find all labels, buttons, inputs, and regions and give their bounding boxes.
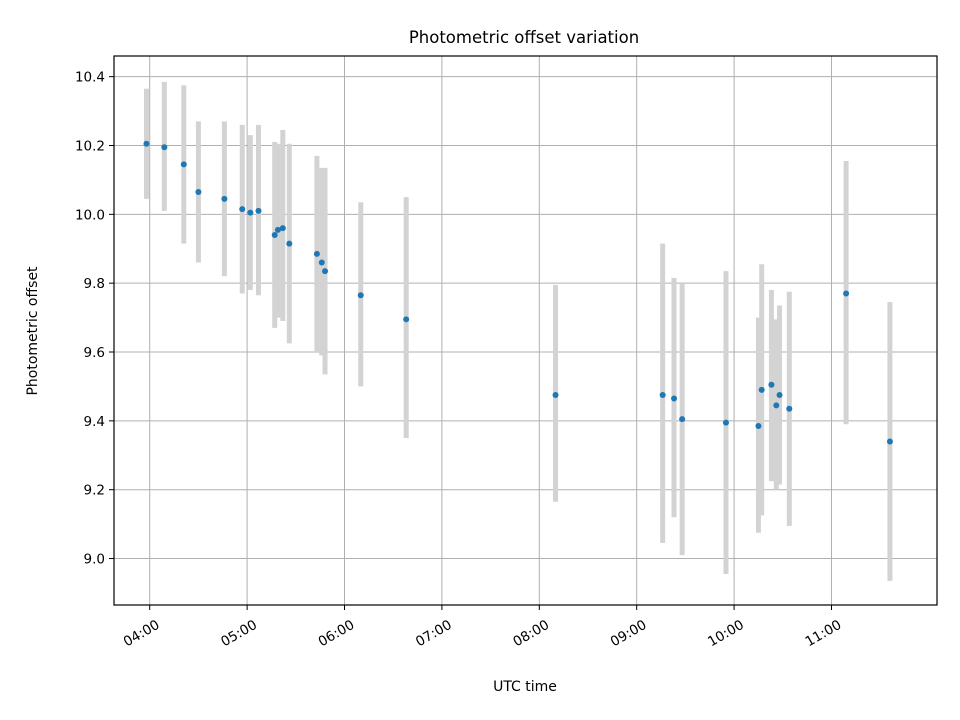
data-point	[659, 392, 666, 399]
y-axis-label: Photometric offset	[25, 266, 41, 396]
data-point	[773, 402, 780, 409]
data-point	[671, 395, 678, 402]
data-point	[221, 195, 228, 202]
data-point	[271, 231, 278, 238]
chart-title: Photometric offset variation	[409, 28, 639, 47]
data-point	[279, 225, 286, 232]
data-point	[357, 292, 364, 299]
data-point	[286, 240, 293, 247]
y-tick-label: 9.4	[84, 414, 105, 430]
data-point	[722, 419, 729, 426]
grid-lines	[114, 56, 937, 605]
data-point	[313, 250, 320, 257]
y-tick-label: 10.4	[75, 70, 105, 86]
data-point	[180, 161, 187, 168]
data-point	[161, 144, 168, 151]
data-point	[403, 316, 410, 323]
data-point	[195, 188, 202, 195]
y-tick-label: 9.6	[84, 345, 105, 361]
y-tick-label: 9.8	[84, 276, 105, 292]
data-point	[552, 392, 559, 399]
data-point	[768, 381, 775, 388]
data-points	[143, 140, 893, 445]
data-point	[322, 268, 329, 275]
data-point	[274, 226, 281, 233]
data-point	[318, 259, 325, 266]
data-point	[143, 140, 150, 147]
data-point	[247, 209, 254, 216]
data-point	[776, 392, 783, 399]
x-axis-label: UTC time	[493, 679, 557, 695]
data-point	[786, 405, 793, 412]
plot-frame	[113, 55, 938, 606]
data-point	[758, 386, 765, 393]
y-tick-label: 10.2	[75, 138, 105, 154]
data-point	[679, 416, 686, 423]
y-axis-ticks: 9.0 9.2 9.4 9.6 9.8 10.0 10.2 10.4	[75, 70, 114, 568]
data-point	[755, 423, 762, 430]
data-point	[843, 290, 850, 297]
y-tick-label: 9.0	[84, 552, 105, 568]
y-tick-label: 10.0	[75, 207, 105, 223]
data-point	[255, 207, 262, 214]
y-tick-label: 9.2	[84, 483, 105, 499]
data-point	[886, 438, 893, 445]
data-point	[239, 206, 246, 213]
